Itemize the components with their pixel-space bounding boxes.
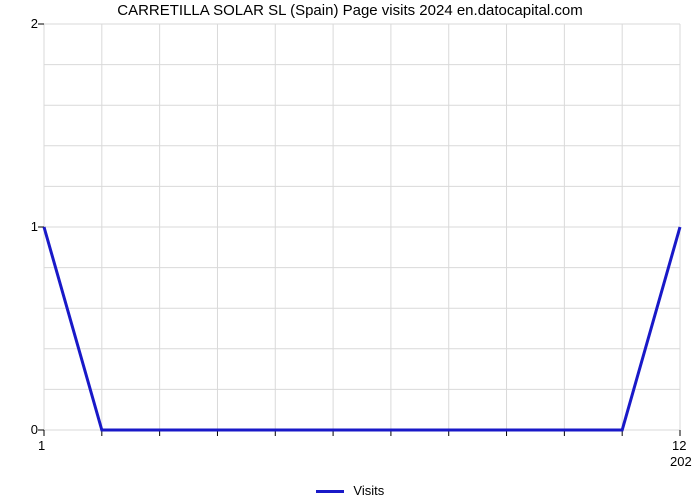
legend-label: Visits — [353, 483, 384, 498]
line-chart — [0, 0, 700, 500]
legend: Visits — [0, 483, 700, 498]
series-line — [44, 227, 680, 430]
legend-swatch — [316, 490, 344, 493]
